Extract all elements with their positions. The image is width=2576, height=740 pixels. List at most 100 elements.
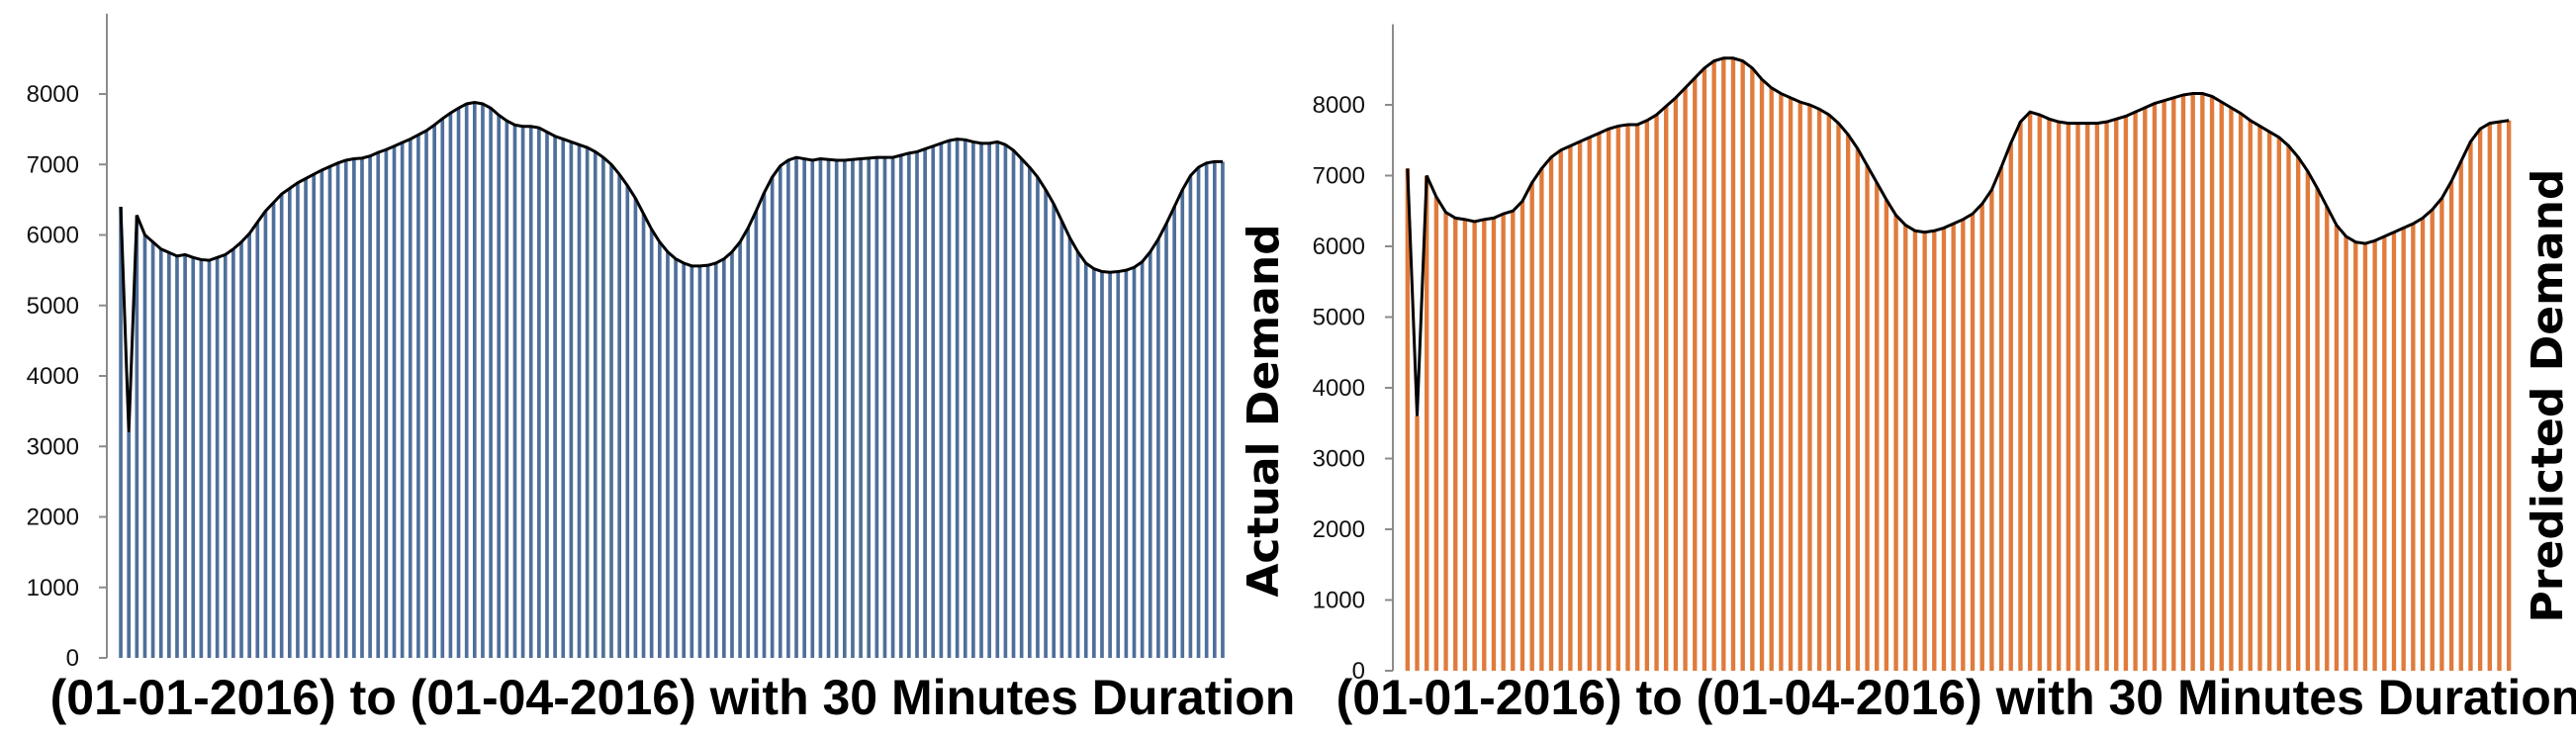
bar <box>971 141 975 658</box>
bar <box>2037 115 2042 671</box>
bar <box>1027 167 1032 658</box>
bar <box>746 228 751 658</box>
bar <box>1683 87 1688 672</box>
bar <box>1059 221 1064 658</box>
bar <box>2468 141 2473 671</box>
bar <box>1816 109 1822 672</box>
bar <box>1433 196 1439 671</box>
bar <box>1615 126 1621 671</box>
bar <box>1922 231 1927 671</box>
bar <box>215 257 220 658</box>
bar <box>1108 272 1112 658</box>
bar <box>537 128 541 658</box>
bar <box>343 159 348 659</box>
bar <box>142 234 147 658</box>
bar <box>135 215 139 659</box>
y-tick-label: 7000 <box>1313 163 1365 190</box>
bar <box>979 142 983 659</box>
bar <box>1587 137 1592 671</box>
y-tick-label: 0 <box>1352 658 1365 685</box>
bar <box>183 254 187 658</box>
bar <box>738 241 742 658</box>
left-y-ticks: 0 1000 2000 3000 4000 5000 6000 7000 8000 <box>27 81 107 672</box>
bar <box>2075 123 2080 672</box>
bar <box>617 174 621 659</box>
bar <box>2448 181 2454 671</box>
bar <box>320 169 324 658</box>
actual-demand-trend-line <box>119 101 1223 433</box>
bar <box>786 159 790 659</box>
bar <box>497 115 502 659</box>
bar <box>247 233 251 658</box>
bar <box>874 157 879 658</box>
bar <box>2085 123 2090 672</box>
bar <box>2133 112 2138 671</box>
bar <box>1807 105 1812 671</box>
bar <box>1472 221 1477 672</box>
bar <box>754 211 759 658</box>
bar <box>697 265 702 658</box>
bar <box>633 198 638 658</box>
bar <box>1519 201 1525 672</box>
actual-demand-bars <box>119 102 1225 659</box>
bar <box>279 194 284 658</box>
bar <box>2439 198 2444 671</box>
y-tick-label: 0 <box>66 645 79 672</box>
bar <box>2344 235 2348 672</box>
bar <box>1092 268 1096 658</box>
bar <box>1425 175 1429 671</box>
bar <box>1836 123 1841 672</box>
bar <box>1156 238 1160 658</box>
bar <box>1052 204 1057 658</box>
y-tick-label: 4000 <box>1313 375 1365 402</box>
bar <box>1011 150 1016 658</box>
bar <box>1100 271 1104 658</box>
bar <box>1597 133 1602 672</box>
left-y-axis-label: Actual Demand <box>1239 224 1289 597</box>
bar <box>794 157 798 658</box>
bar <box>1635 125 1640 671</box>
bar <box>2401 228 2406 671</box>
bar <box>481 103 485 659</box>
bar <box>1036 177 1040 658</box>
bar <box>1750 67 1755 671</box>
bar <box>1711 60 1716 672</box>
bar <box>2008 142 2013 672</box>
y-tick-label: 5000 <box>1313 305 1365 331</box>
bar <box>705 265 710 658</box>
bar <box>1721 57 1726 672</box>
bar <box>1415 416 1420 671</box>
bar <box>1865 165 1870 672</box>
bar <box>207 260 212 658</box>
bar <box>561 139 566 659</box>
bar <box>987 142 991 659</box>
bar <box>2200 93 2205 671</box>
bar <box>907 152 911 658</box>
y-tick-label: 8000 <box>27 81 79 108</box>
bar <box>963 139 967 658</box>
left-chart: 0 1000 2000 3000 4000 5000 6000 7000 8000 (01-01… <box>27 13 1295 725</box>
bar <box>1501 214 1506 672</box>
bar <box>416 135 420 658</box>
bar <box>569 141 574 658</box>
bar <box>1548 156 1554 671</box>
right-y-axis-label: Predicted Demand <box>2523 169 2573 623</box>
bar <box>424 131 428 659</box>
bar <box>834 159 839 659</box>
bar <box>939 142 944 659</box>
y-tick-label: 3000 <box>1313 446 1365 473</box>
bar <box>335 162 340 658</box>
bar <box>713 263 718 658</box>
bar <box>352 158 356 659</box>
bar <box>1083 263 1088 658</box>
predicted-demand-trend-line <box>1406 56 2510 416</box>
bar <box>2238 113 2244 671</box>
bar <box>722 258 726 658</box>
bar <box>585 147 590 658</box>
bar <box>191 257 196 658</box>
bar <box>1769 87 1774 672</box>
bar <box>1903 225 1908 672</box>
bar <box>674 258 678 658</box>
bar <box>150 241 155 658</box>
